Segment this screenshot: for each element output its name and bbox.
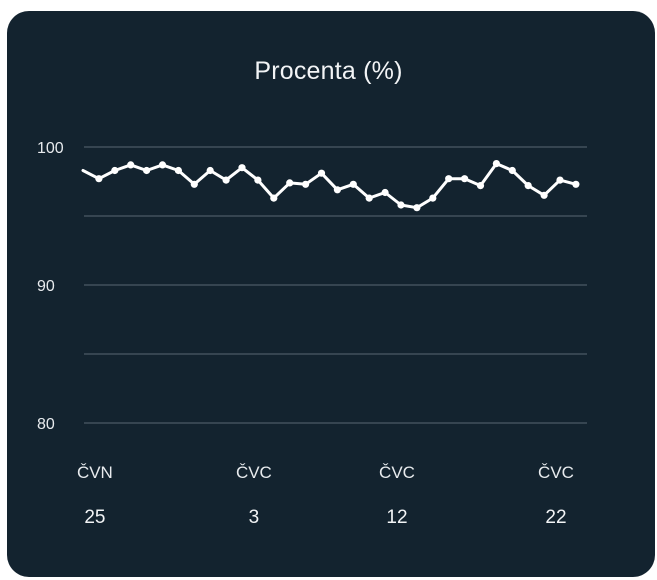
data-point bbox=[508, 166, 516, 175]
series-polyline bbox=[81, 162, 578, 210]
series-points bbox=[95, 160, 580, 212]
data-point bbox=[413, 204, 421, 212]
chart-title: Procenta (%) bbox=[254, 57, 403, 85]
data-point bbox=[222, 176, 230, 184]
data-point bbox=[556, 176, 564, 184]
y-tick-label: 80 bbox=[37, 416, 55, 433]
gridlines bbox=[84, 146, 587, 424]
data-point bbox=[127, 161, 135, 169]
data-point bbox=[206, 166, 214, 175]
data-point bbox=[492, 160, 500, 168]
data-point bbox=[270, 194, 278, 202]
data-point bbox=[524, 182, 532, 190]
data-point bbox=[254, 176, 262, 184]
data-point bbox=[95, 175, 103, 183]
data-point bbox=[158, 161, 167, 169]
series-line bbox=[81, 162, 578, 210]
data-point bbox=[429, 194, 437, 202]
data-point bbox=[286, 179, 294, 187]
x-tick-day-label: 12 bbox=[386, 507, 407, 528]
x-tick-month-label: ČVC bbox=[236, 463, 272, 482]
x-tick-month-label: ČVC bbox=[379, 463, 415, 482]
data-point bbox=[397, 201, 405, 209]
data-point bbox=[317, 169, 326, 177]
data-point bbox=[540, 191, 548, 199]
x-tick-day-label: 3 bbox=[249, 507, 260, 528]
data-point bbox=[381, 188, 389, 197]
data-point bbox=[174, 166, 182, 175]
data-point bbox=[190, 180, 198, 188]
data-point bbox=[302, 180, 310, 188]
y-tick-label: 100 bbox=[37, 140, 64, 157]
x-tick-day-label: 22 bbox=[545, 507, 566, 528]
data-point bbox=[111, 166, 119, 175]
x-axis-ticks: ČVN 25 ČVC 3 ČVC 12 ČVC 22 bbox=[77, 463, 574, 528]
data-point bbox=[333, 186, 341, 194]
y-axis-ticks: 100 90 80 bbox=[37, 140, 64, 433]
data-point bbox=[143, 166, 151, 175]
x-tick-month-label: ČVN bbox=[77, 463, 113, 482]
y-tick-label: 90 bbox=[37, 278, 55, 295]
chart-card bbox=[7, 11, 655, 577]
data-point bbox=[445, 175, 453, 183]
data-point bbox=[476, 182, 485, 190]
data-point bbox=[461, 175, 469, 183]
x-tick-month-label: ČVC bbox=[538, 463, 574, 482]
data-point bbox=[365, 194, 373, 202]
data-point bbox=[572, 180, 580, 188]
data-point bbox=[238, 164, 246, 172]
x-tick-day-label: 25 bbox=[84, 507, 105, 528]
data-point bbox=[349, 180, 357, 188]
